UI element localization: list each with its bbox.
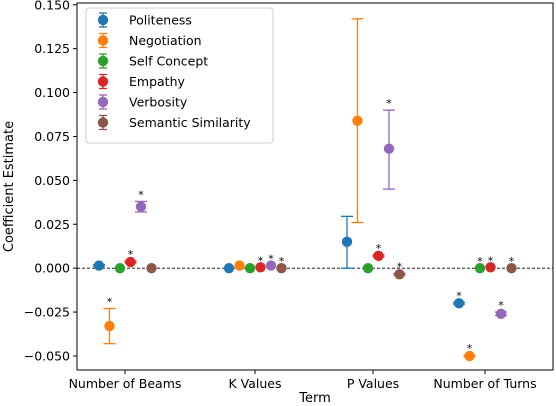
data-point [474, 262, 486, 274]
y-tick-label: 0.150 [34, 0, 70, 12]
y-tick-label: −0.050 [24, 348, 70, 363]
significance-star: * [107, 296, 113, 309]
data-point [485, 262, 496, 273]
y-tick-label: 0.075 [34, 129, 70, 144]
significance-star: * [128, 248, 134, 261]
legend-marker [97, 96, 109, 108]
legend-marker [97, 55, 109, 67]
significance-star: * [386, 97, 392, 110]
legend-marker [97, 76, 109, 87]
data-point [352, 115, 363, 126]
legend-marker [97, 14, 109, 26]
data-point [135, 201, 147, 212]
x-tick-label: Number of Turns [433, 376, 536, 391]
x-tick-layer: Number of Beams K Values P Values Number of… [69, 370, 537, 391]
data-point [341, 236, 353, 248]
y-tick-label: 0.050 [34, 173, 70, 188]
significance-star: * [498, 299, 504, 312]
significance-star: * [467, 342, 473, 355]
y-tick-label: 0.025 [34, 217, 70, 232]
data-point [244, 262, 256, 274]
y-tick-layer: −0.050 −0.025 0.000 0.025 0.050 0.075 0.100 0.1… [24, 0, 77, 363]
significance-star: * [376, 242, 382, 255]
data-point [223, 262, 235, 274]
data-point [93, 260, 105, 271]
significance-star: * [279, 255, 285, 268]
y-tick-label: 0.125 [34, 41, 70, 56]
data-point [362, 262, 374, 274]
significance-star: * [138, 188, 144, 201]
legend-marker [97, 35, 109, 46]
significance-star: * [258, 254, 264, 267]
y-axis-label: Coefficient Estimate [2, 121, 17, 252]
legend-label: Verbosity [129, 95, 188, 110]
significance-star: * [268, 253, 274, 266]
legend-label: Empathy [129, 74, 185, 89]
data-point [125, 256, 136, 268]
legend: Politeness Negotiation Self Concept Empathy… [85, 7, 274, 144]
legend-box [85, 7, 274, 144]
significance-star: * [509, 255, 515, 268]
y-tick-label: −0.025 [24, 305, 70, 320]
data-point [276, 262, 287, 274]
x-axis-label: Term [298, 391, 331, 406]
data-point [146, 262, 157, 274]
legend-label: Semantic Similarity [129, 115, 251, 130]
data-point [255, 262, 266, 273]
data-point [453, 298, 465, 309]
significance-star: * [488, 254, 494, 267]
y-tick-label: 0.100 [34, 85, 70, 100]
data-point [373, 250, 384, 262]
data-point [394, 269, 405, 280]
significance-star: * [477, 255, 483, 268]
x-tick-label: K Values [228, 376, 281, 391]
x-tick-label: Number of Beams [69, 376, 182, 391]
legend-label: Negotiation [129, 33, 202, 48]
plot-frame [76, 2, 554, 371]
data-point [265, 260, 277, 271]
data-point [506, 262, 517, 274]
data-point [114, 262, 126, 274]
legend-marker [97, 117, 109, 128]
data-marks: * * * * * * * * * * * * * * * [93, 18, 517, 362]
legend-label: Self Concept [129, 54, 208, 69]
significance-star: * [456, 289, 462, 302]
y-tick-label: 0.000 [34, 261, 70, 276]
x-tick-label: P Values [347, 376, 399, 391]
data-point [383, 143, 395, 154]
data-point [104, 320, 115, 332]
legend-label: Politeness [129, 13, 192, 28]
data-point [464, 350, 475, 362]
significance-star: * [397, 260, 403, 273]
data-point [234, 260, 245, 271]
data-point [495, 308, 507, 320]
